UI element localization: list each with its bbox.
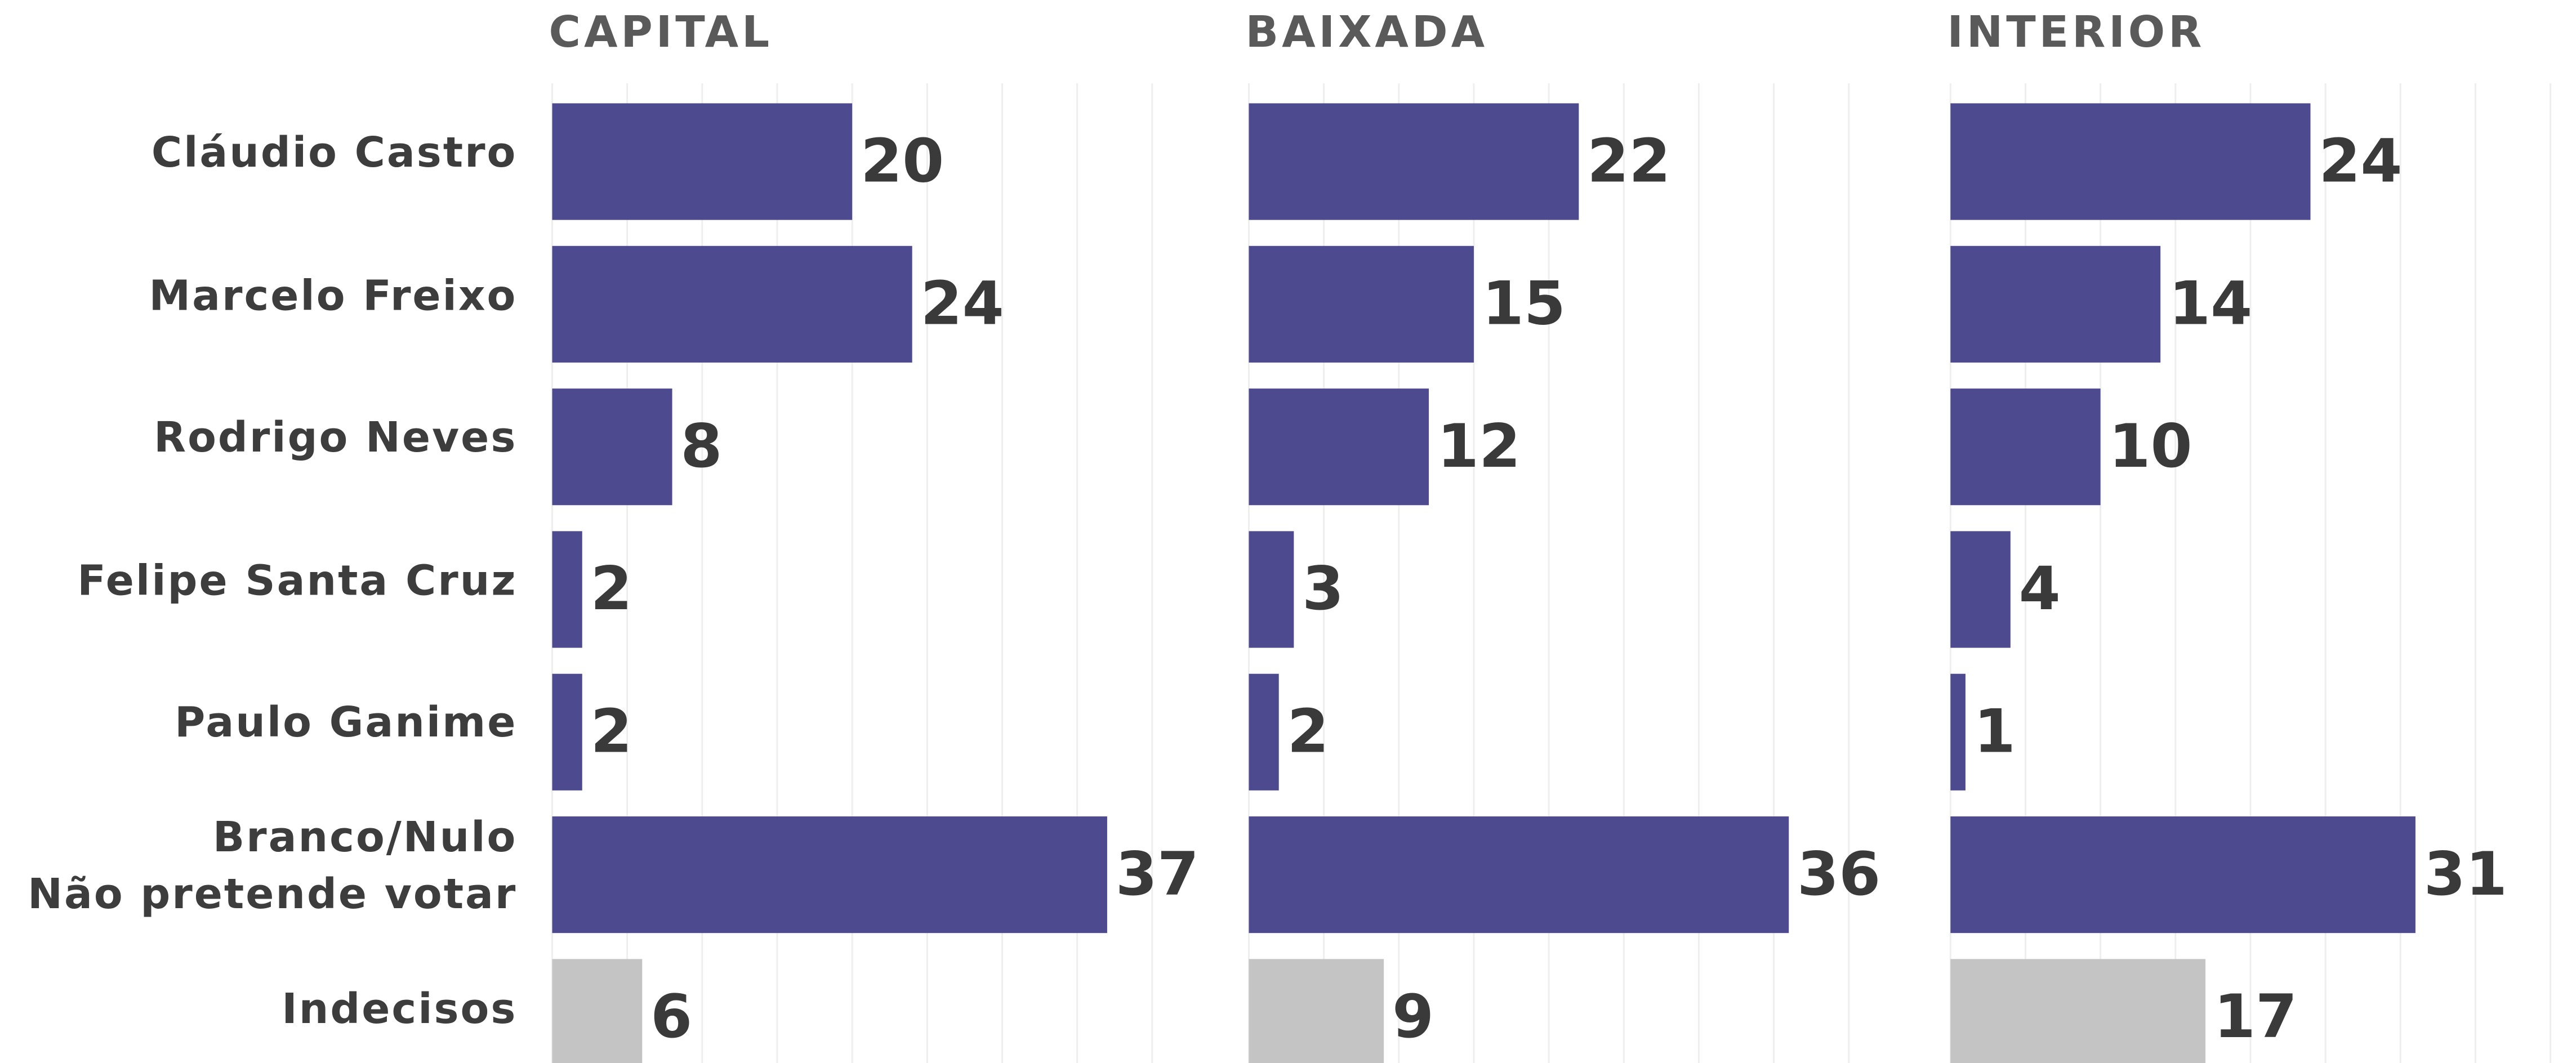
category-label: Paulo Ganime bbox=[175, 699, 518, 747]
value-label: 9 bbox=[1392, 982, 1434, 1052]
category-label: Branco/Nulo Não pretende votar bbox=[28, 813, 518, 918]
value-label: 3 bbox=[1302, 554, 1344, 624]
panel-title: CAPITAL bbox=[549, 7, 773, 57]
value-label: 8 bbox=[680, 412, 722, 481]
value-label: 12 bbox=[1437, 412, 1521, 481]
bar bbox=[1950, 959, 2206, 1063]
category-label: Marcelo Freixo bbox=[149, 271, 518, 319]
bar bbox=[1950, 388, 2101, 506]
value-label: 22 bbox=[1587, 126, 1670, 196]
bar bbox=[1249, 531, 1294, 648]
value-label: 2 bbox=[1287, 697, 1329, 767]
bar bbox=[1249, 388, 1429, 506]
panel-title: INTERIOR bbox=[1947, 7, 2205, 57]
bar bbox=[552, 959, 643, 1063]
value-label: 2 bbox=[591, 697, 632, 767]
value-label: 17 bbox=[2214, 982, 2297, 1052]
value-label: 31 bbox=[2424, 839, 2507, 909]
category-label-box: Cláudio Castro bbox=[151, 128, 518, 177]
bar bbox=[1249, 959, 1384, 1063]
panel-title: BAIXADA bbox=[1246, 7, 1488, 57]
category-label-box: Rodrigo Neves bbox=[154, 413, 518, 462]
value-label: 6 bbox=[650, 982, 692, 1052]
value-label: 20 bbox=[861, 126, 944, 196]
bar bbox=[1950, 816, 2415, 934]
bar bbox=[1950, 531, 2011, 648]
bar bbox=[552, 673, 582, 790]
category-label: Indecisos bbox=[282, 984, 518, 1033]
bar bbox=[1950, 673, 1966, 790]
category-label-box: Branco/Nulo Não pretende votar bbox=[28, 813, 518, 918]
value-label: 4 bbox=[2019, 554, 2061, 624]
value-label: 10 bbox=[2109, 412, 2192, 481]
value-label: 14 bbox=[2169, 269, 2252, 339]
category-label-box: Marcelo Freixo bbox=[149, 271, 518, 319]
value-label: 15 bbox=[1482, 269, 1566, 339]
bar bbox=[1249, 673, 1279, 790]
category-label: Rodrigo Neves bbox=[154, 413, 518, 462]
bar bbox=[1950, 103, 2311, 220]
bar bbox=[1950, 245, 2161, 363]
bar bbox=[552, 388, 672, 506]
bar bbox=[552, 816, 1107, 934]
bar bbox=[1249, 245, 1474, 363]
bar bbox=[1249, 816, 1789, 934]
category-label: Cláudio Castro bbox=[151, 128, 518, 177]
bar bbox=[1249, 103, 1579, 220]
category-label-box: Indecisos bbox=[282, 984, 518, 1033]
value-label: 36 bbox=[1797, 839, 1880, 909]
value-label: 1 bbox=[1974, 697, 2016, 767]
value-label: 24 bbox=[920, 269, 1004, 339]
value-label: 2 bbox=[591, 554, 632, 624]
category-label-box: Felipe Santa Cruz bbox=[77, 556, 518, 605]
value-label: 24 bbox=[2319, 126, 2402, 196]
bar bbox=[552, 531, 582, 648]
value-label: 37 bbox=[1116, 839, 1199, 909]
bar bbox=[552, 245, 912, 363]
bar bbox=[552, 103, 853, 220]
category-label: Felipe Santa Cruz bbox=[77, 556, 518, 605]
category-label-box: Paulo Ganime bbox=[175, 699, 518, 747]
